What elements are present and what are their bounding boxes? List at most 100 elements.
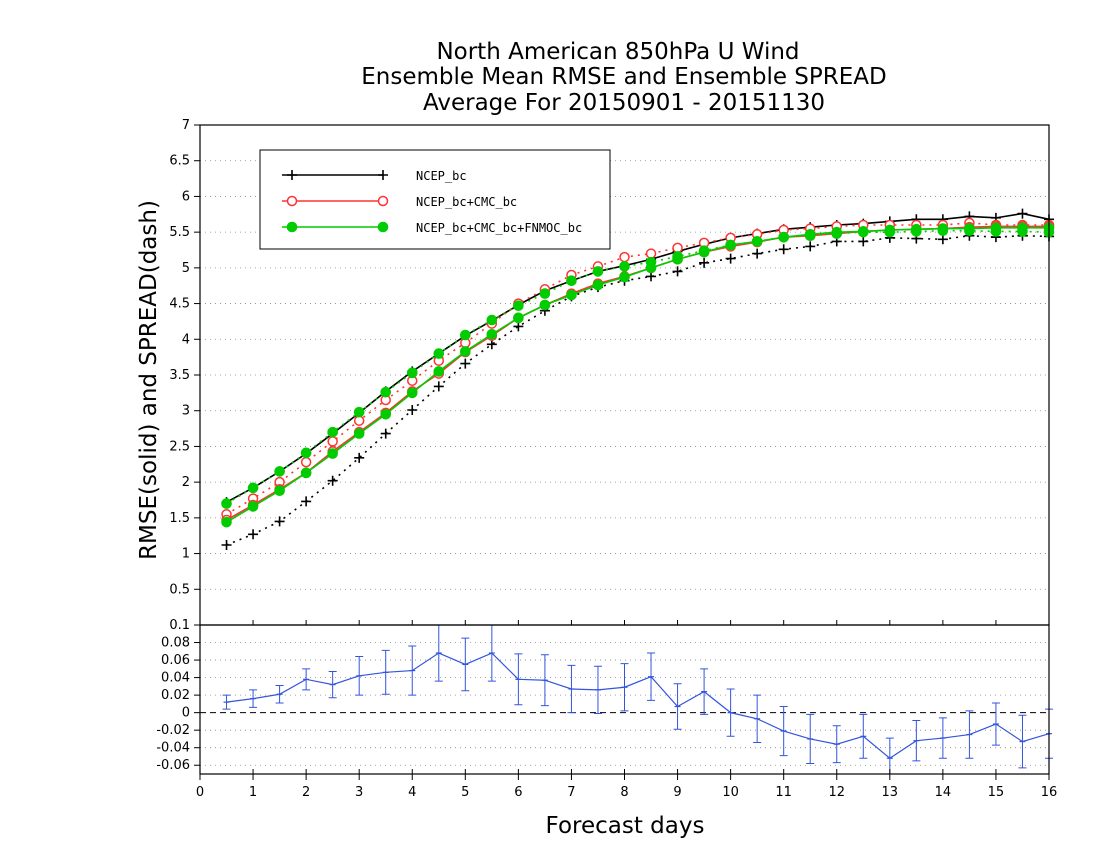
spread-point xyxy=(221,498,232,509)
title-line-3: Average For 20150901 - 20151130 xyxy=(423,90,825,116)
rmse-point xyxy=(831,226,843,238)
rmse-point xyxy=(672,253,683,265)
rmse-point xyxy=(698,246,710,258)
x-tick-label: 6 xyxy=(514,785,522,800)
bottom-y-tick-label: 0.06 xyxy=(161,653,190,668)
x-tick-label: 11 xyxy=(775,785,792,800)
rmse-point xyxy=(990,222,1002,234)
x-axis-label: Forecast days xyxy=(546,813,705,839)
rmse-point xyxy=(300,467,312,479)
bottom-y-ticks: -0.06 -0.04 -0.02 0 0.02 0.04 0.06 0.08 0.1 xyxy=(156,618,200,773)
x-ticks: 0 1 2 3 4 5 6 7 8 9 10 11 12 13 14 15 16 xyxy=(196,769,1057,800)
legend-label: NCEP_bc xyxy=(416,169,467,183)
legend-entries: NCEP_bc NCEP_bc+CMC_bc NCEP_bc+CMC_bc+FNMO… xyxy=(282,169,582,235)
spread-point xyxy=(672,266,683,277)
x-tick-label: 9 xyxy=(673,785,681,800)
spread-line-NCEP_bc+CMC_bc xyxy=(226,222,1049,515)
spread-point xyxy=(539,288,551,299)
rmse-point xyxy=(911,223,922,235)
spread-point xyxy=(619,251,630,263)
rmse-point xyxy=(406,387,418,399)
rmse-point xyxy=(964,223,975,234)
spread-point xyxy=(248,529,259,540)
spread-point xyxy=(672,242,683,254)
bottom-series xyxy=(222,624,1053,775)
series-NCEP_bc xyxy=(221,208,1054,550)
x-tick-label: 15 xyxy=(988,785,1005,800)
spread-point xyxy=(354,452,365,463)
x-tick-label: 8 xyxy=(620,785,628,800)
x-tick-label: 4 xyxy=(408,785,416,800)
legend: NCEP_bc NCEP_bc+CMC_bc NCEP_bc+CMC_bc+FNMO… xyxy=(259,149,611,250)
x-tick-label: 7 xyxy=(567,785,575,800)
rmse-point xyxy=(353,428,365,439)
spread-point xyxy=(301,496,312,507)
spread-point xyxy=(699,257,710,268)
spread-point xyxy=(858,236,869,247)
spread-point xyxy=(327,436,338,447)
difference-line xyxy=(226,652,1050,759)
spread-point xyxy=(566,275,577,287)
rmse-point xyxy=(566,289,577,301)
spread-point xyxy=(406,367,418,379)
rmse-point xyxy=(1017,222,1028,234)
bottom-y-tick-label: -0.04 xyxy=(156,741,190,756)
spread-point xyxy=(300,456,312,468)
series-NCEP_bc+CMC_bc+FNMOC_bc xyxy=(221,222,1055,528)
x-tick-label: 13 xyxy=(882,785,899,800)
bottom-y-tick-label: 0.08 xyxy=(161,636,190,651)
top-y-tick-label: 1.5 xyxy=(169,511,190,526)
rmse-point xyxy=(857,226,869,237)
top-y-tick-label: 4 xyxy=(182,332,190,347)
spread-point xyxy=(247,482,259,494)
x-tick-label: 5 xyxy=(461,785,469,800)
spread-point xyxy=(752,248,763,259)
spread-point xyxy=(353,415,365,426)
top-y-tick-label: 2 xyxy=(182,475,190,490)
legend-marker xyxy=(378,170,388,180)
legend-label: NCEP_bc+CMC_bc+FNMOC_bc xyxy=(416,221,582,235)
rmse-point xyxy=(1017,208,1028,219)
spread-point xyxy=(380,428,391,439)
spread-point xyxy=(645,248,657,259)
rmse-line-NCEP_bc+CMC_bc xyxy=(226,225,1049,521)
legend-marker xyxy=(377,221,389,233)
difference-series xyxy=(222,624,1053,775)
legend-entry-NCEP_bc: NCEP_bc xyxy=(282,169,467,183)
bottom-y-tick-label: 0.04 xyxy=(161,671,190,686)
top-y-tick-label: 3.5 xyxy=(169,368,190,383)
rmse-point xyxy=(592,279,604,291)
rmse-point xyxy=(327,448,338,459)
bottom-y-tick-label: 0.02 xyxy=(161,688,190,703)
spread-point xyxy=(300,447,312,459)
spread-point xyxy=(407,405,418,415)
rmse-point xyxy=(460,346,471,357)
spread-point xyxy=(460,358,471,369)
rmse-point xyxy=(433,366,445,377)
rmse-point xyxy=(486,328,498,340)
rmse-point xyxy=(804,228,816,240)
rmse-point xyxy=(221,516,232,528)
spread-point xyxy=(327,475,338,486)
rmse-line-NCEP_bc xyxy=(226,212,1050,503)
rmse-point xyxy=(725,239,736,251)
spread-point xyxy=(221,540,232,550)
rmse-spread-panel: 0.5 1 1.5 2 2.5 3 3.5 4 4.5 5 5.5 6 6.5 7 xyxy=(169,118,1055,626)
title-line-1: North American 850hPa U Wind xyxy=(436,39,799,65)
x-tick-label: 1 xyxy=(249,785,257,800)
spread-point xyxy=(327,426,338,438)
spread-point xyxy=(274,516,285,527)
legend-entry-NCEP_bc+CMC_bc: NCEP_bc+CMC_bc xyxy=(282,195,517,209)
spread-point xyxy=(619,261,630,272)
legend-box xyxy=(259,149,611,250)
x-tick-label: 16 xyxy=(1041,785,1058,800)
top-y-tick-label: 4.5 xyxy=(169,297,190,312)
bottom-y-tick-label: -0.06 xyxy=(156,758,190,773)
x-tick-label: 10 xyxy=(722,785,739,800)
top-y-tick-label: 5.5 xyxy=(169,225,190,240)
top-y-tick-label: 7 xyxy=(182,118,190,133)
rmse-point xyxy=(778,231,789,243)
spread-point xyxy=(460,329,471,341)
